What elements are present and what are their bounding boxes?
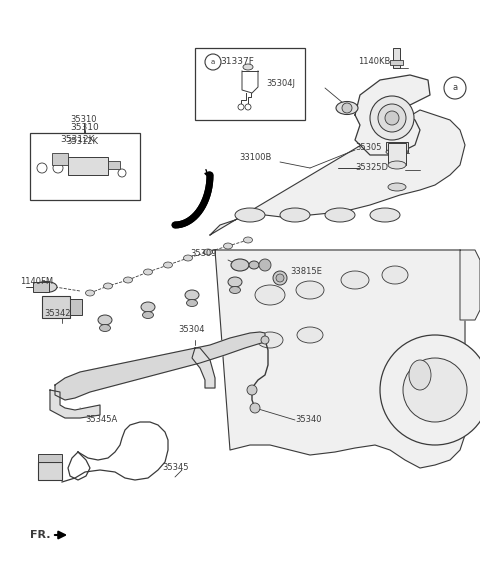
Ellipse shape <box>229 286 240 293</box>
Polygon shape <box>460 250 480 320</box>
Text: 35345A: 35345A <box>85 416 117 424</box>
Text: 35342: 35342 <box>44 309 71 317</box>
Text: 35325D: 35325D <box>355 163 388 171</box>
Bar <box>42 296 70 318</box>
Text: 35310: 35310 <box>71 116 97 125</box>
Ellipse shape <box>257 332 283 348</box>
Circle shape <box>385 111 399 125</box>
Circle shape <box>53 163 63 173</box>
Text: 1140KB: 1140KB <box>358 58 390 67</box>
Ellipse shape <box>325 208 355 222</box>
Bar <box>108 161 120 169</box>
Circle shape <box>118 169 126 177</box>
Ellipse shape <box>164 262 172 268</box>
Ellipse shape <box>249 261 259 269</box>
Circle shape <box>205 54 221 70</box>
Text: 33815E: 33815E <box>290 267 322 277</box>
Ellipse shape <box>388 183 406 191</box>
Ellipse shape <box>228 277 242 287</box>
Bar <box>68 157 108 175</box>
Bar <box>38 454 62 462</box>
Polygon shape <box>50 390 100 418</box>
Text: 35312K: 35312K <box>61 136 95 144</box>
Text: 35305: 35305 <box>355 143 382 151</box>
Circle shape <box>342 103 352 113</box>
Ellipse shape <box>144 269 153 275</box>
Ellipse shape <box>231 259 249 271</box>
Ellipse shape <box>243 237 252 243</box>
Ellipse shape <box>255 285 285 305</box>
Bar <box>38 462 62 480</box>
Ellipse shape <box>185 290 199 300</box>
Ellipse shape <box>388 161 406 169</box>
Bar <box>386 142 408 152</box>
Ellipse shape <box>243 64 253 70</box>
Ellipse shape <box>297 327 323 343</box>
Bar <box>70 299 82 315</box>
Ellipse shape <box>235 208 265 222</box>
Circle shape <box>259 259 271 271</box>
Ellipse shape <box>98 315 112 325</box>
Text: a: a <box>453 83 457 93</box>
Circle shape <box>261 336 269 344</box>
Text: a: a <box>211 59 215 65</box>
Text: FR.: FR. <box>30 530 50 540</box>
Ellipse shape <box>336 102 358 114</box>
Circle shape <box>444 77 466 99</box>
Ellipse shape <box>382 266 408 284</box>
Bar <box>30 133 140 200</box>
Circle shape <box>238 104 244 110</box>
Circle shape <box>37 163 47 173</box>
Polygon shape <box>355 75 430 155</box>
Polygon shape <box>55 332 265 400</box>
Bar <box>52 153 68 165</box>
Polygon shape <box>215 250 465 468</box>
Ellipse shape <box>143 312 154 319</box>
Text: 35340: 35340 <box>295 416 322 424</box>
Polygon shape <box>210 110 465 235</box>
Bar <box>388 143 406 165</box>
Ellipse shape <box>204 249 213 255</box>
Ellipse shape <box>280 208 310 222</box>
Ellipse shape <box>224 243 232 249</box>
Circle shape <box>378 104 406 132</box>
Bar <box>390 60 403 65</box>
Text: 33100B: 33100B <box>240 154 272 163</box>
Circle shape <box>273 271 287 285</box>
Circle shape <box>403 358 467 422</box>
Ellipse shape <box>187 300 197 306</box>
Ellipse shape <box>183 255 192 261</box>
Bar <box>393 48 400 68</box>
Circle shape <box>245 104 251 110</box>
Ellipse shape <box>370 208 400 222</box>
Circle shape <box>370 96 414 140</box>
Circle shape <box>276 274 284 282</box>
Ellipse shape <box>99 324 110 332</box>
Circle shape <box>250 403 260 413</box>
Text: 31337F: 31337F <box>220 58 254 67</box>
Ellipse shape <box>123 277 132 283</box>
Ellipse shape <box>296 281 324 299</box>
Text: 35312K: 35312K <box>66 136 98 145</box>
Ellipse shape <box>141 302 155 312</box>
Ellipse shape <box>409 360 431 390</box>
Text: 35345: 35345 <box>162 463 189 473</box>
Ellipse shape <box>35 282 57 293</box>
Circle shape <box>380 335 480 445</box>
Ellipse shape <box>386 148 408 155</box>
Text: 35304: 35304 <box>178 325 204 335</box>
Text: 35310: 35310 <box>71 122 99 132</box>
Text: 35309: 35309 <box>190 248 216 258</box>
Polygon shape <box>192 348 215 388</box>
Ellipse shape <box>85 290 95 296</box>
Text: 35304J: 35304J <box>266 79 295 87</box>
Ellipse shape <box>341 271 369 289</box>
Bar <box>195 48 305 120</box>
Bar <box>33 282 49 292</box>
Text: 1140FM: 1140FM <box>20 278 53 286</box>
Ellipse shape <box>104 283 112 289</box>
Circle shape <box>247 385 257 395</box>
